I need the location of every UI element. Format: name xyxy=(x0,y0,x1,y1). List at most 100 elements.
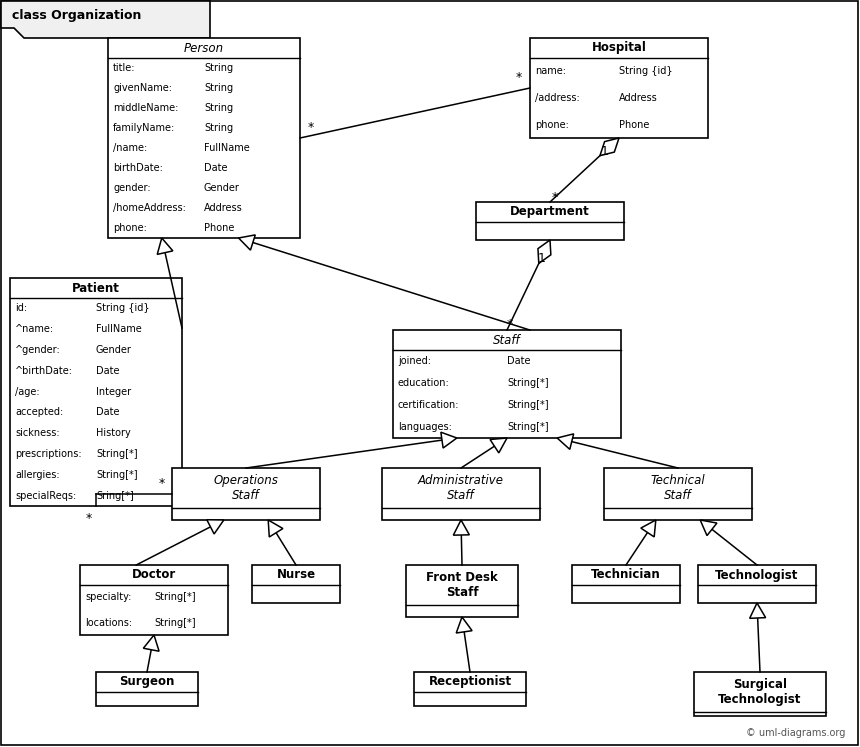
Text: /name:: /name: xyxy=(113,143,147,153)
Bar xyxy=(572,565,680,603)
Text: phone:: phone: xyxy=(535,120,568,130)
Text: id:: id: xyxy=(15,303,28,314)
Text: ^name:: ^name: xyxy=(15,324,54,334)
Text: Front Desk
Staff: Front Desk Staff xyxy=(426,571,498,599)
Text: Phone: Phone xyxy=(619,120,649,130)
Text: Surgical
Technologist: Surgical Technologist xyxy=(718,678,802,706)
Polygon shape xyxy=(453,520,470,535)
Text: *: * xyxy=(86,512,92,525)
Bar xyxy=(698,565,816,603)
Bar xyxy=(172,468,320,520)
Bar xyxy=(382,468,540,520)
Bar xyxy=(252,565,340,603)
Text: sickness:: sickness: xyxy=(15,428,59,438)
Polygon shape xyxy=(490,438,507,453)
Text: Doctor: Doctor xyxy=(132,568,176,581)
Text: accepted:: accepted: xyxy=(15,407,64,418)
Polygon shape xyxy=(441,433,457,448)
Text: *: * xyxy=(308,121,314,134)
Text: Technical
Staff: Technical Staff xyxy=(651,474,705,502)
Text: © uml-diagrams.org: © uml-diagrams.org xyxy=(746,728,845,738)
Text: String: String xyxy=(204,63,233,73)
Bar xyxy=(694,672,826,716)
Text: String[*]: String[*] xyxy=(96,449,138,459)
Text: Technician: Technician xyxy=(591,568,660,581)
Polygon shape xyxy=(750,603,765,619)
Text: String {id}: String {id} xyxy=(619,66,673,76)
Text: Department: Department xyxy=(510,205,590,219)
Text: ^birthDate:: ^birthDate: xyxy=(15,366,73,376)
Text: gender:: gender: xyxy=(113,183,150,193)
Bar xyxy=(393,330,621,438)
Text: String[*]: String[*] xyxy=(154,618,195,627)
Text: middleName:: middleName: xyxy=(113,103,178,113)
Text: Phone: Phone xyxy=(204,223,235,233)
Polygon shape xyxy=(600,138,619,155)
Polygon shape xyxy=(268,520,283,537)
Text: Person: Person xyxy=(184,42,224,55)
Text: String[*]: String[*] xyxy=(507,422,549,432)
Text: specialty:: specialty: xyxy=(85,592,132,603)
Bar xyxy=(414,672,526,706)
Text: languages:: languages: xyxy=(398,422,452,432)
Text: education:: education: xyxy=(398,378,450,388)
Text: /age:: /age: xyxy=(15,387,40,397)
Text: String[*]: String[*] xyxy=(96,470,138,480)
Text: Integer: Integer xyxy=(96,387,131,397)
Text: Staff: Staff xyxy=(493,333,521,347)
Bar xyxy=(530,38,708,138)
Text: givenName:: givenName: xyxy=(113,83,172,93)
Polygon shape xyxy=(144,635,159,651)
Polygon shape xyxy=(641,520,656,537)
Bar xyxy=(406,565,518,617)
Polygon shape xyxy=(157,238,173,255)
Text: *: * xyxy=(159,477,165,490)
Text: *: * xyxy=(551,191,557,205)
Text: class Organization: class Organization xyxy=(12,10,141,22)
Text: Nurse: Nurse xyxy=(276,568,316,581)
Polygon shape xyxy=(457,617,472,633)
Text: Patient: Patient xyxy=(72,282,120,294)
Polygon shape xyxy=(206,520,224,534)
Text: String[*]: String[*] xyxy=(154,592,195,603)
Text: name:: name: xyxy=(535,66,566,76)
Polygon shape xyxy=(238,235,255,250)
Text: History: History xyxy=(96,428,131,438)
Text: String[*]: String[*] xyxy=(507,378,549,388)
Text: String: String xyxy=(204,83,233,93)
Text: allergies:: allergies: xyxy=(15,470,59,480)
Polygon shape xyxy=(557,434,574,450)
Text: 1: 1 xyxy=(538,252,545,264)
Text: phone:: phone: xyxy=(113,223,147,233)
Text: String[*]: String[*] xyxy=(507,400,549,410)
Bar xyxy=(476,202,624,240)
Text: certification:: certification: xyxy=(398,400,459,410)
Text: FullName: FullName xyxy=(96,324,142,334)
Text: String: String xyxy=(204,103,233,113)
Text: String {id}: String {id} xyxy=(96,303,150,314)
Bar xyxy=(108,38,300,238)
Text: Operations
Staff: Operations Staff xyxy=(213,474,279,502)
Polygon shape xyxy=(700,520,717,536)
Bar xyxy=(80,565,228,635)
Text: Date: Date xyxy=(96,366,120,376)
Text: Surgeon: Surgeon xyxy=(120,675,175,689)
Text: Address: Address xyxy=(204,203,243,213)
Text: Administrative
Staff: Administrative Staff xyxy=(418,474,504,502)
Text: String: String xyxy=(204,123,233,133)
Text: Date: Date xyxy=(507,356,531,366)
Text: Technologist: Technologist xyxy=(716,568,799,581)
Text: title:: title: xyxy=(113,63,136,73)
Text: Receptionist: Receptionist xyxy=(428,675,512,689)
Text: Gender: Gender xyxy=(96,345,132,355)
Text: Hospital: Hospital xyxy=(592,42,647,55)
Text: Date: Date xyxy=(96,407,120,418)
Text: /homeAddress:: /homeAddress: xyxy=(113,203,186,213)
Text: familyName:: familyName: xyxy=(113,123,175,133)
Text: joined:: joined: xyxy=(398,356,431,366)
Text: locations:: locations: xyxy=(85,618,132,627)
Text: birthDate:: birthDate: xyxy=(113,163,163,173)
Text: FullName: FullName xyxy=(204,143,249,153)
Text: 1: 1 xyxy=(600,145,608,158)
Polygon shape xyxy=(538,240,551,264)
